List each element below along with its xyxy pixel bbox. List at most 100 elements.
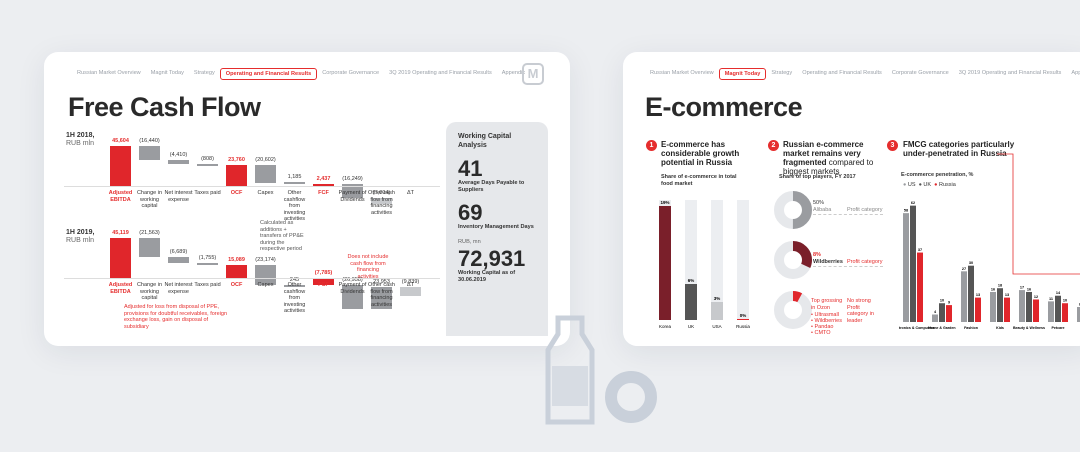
bar	[1033, 299, 1039, 322]
bar-category-label: ΔT	[406, 190, 415, 196]
bar-category-label: Change in working capital	[136, 190, 163, 209]
waterfall-bar	[284, 284, 305, 287]
nav-item[interactable]: Strategy	[771, 70, 793, 76]
bar-value-label: (7,785)	[314, 270, 333, 276]
working-capital-panel: Working Capital Analysis 41 Average Days…	[446, 122, 548, 336]
bar-value-label: (808)	[201, 156, 214, 163]
milk-bottle-icon	[545, 315, 595, 425]
bar-category-label: Net interest expense	[164, 282, 193, 295]
waterfall-bar	[284, 182, 305, 185]
category-label: Russia	[736, 324, 750, 329]
bar	[910, 205, 916, 322]
list-item: • CMTO	[811, 330, 831, 336]
fcf-note: Does not include cash flow from financin…	[347, 254, 389, 280]
bar-value-label: (16,249)	[342, 175, 363, 182]
data-label: 14	[1056, 291, 1061, 295]
period-label: 1H 2019,	[66, 229, 95, 236]
nav-item[interactable]: Russian Market Overview	[77, 70, 141, 76]
section-number: 3	[887, 140, 898, 151]
waterfall-bar	[371, 287, 392, 309]
data-label: 6%	[688, 278, 695, 283]
bar-value-label: (9,839)	[401, 279, 420, 286]
bar-value-label: (1,755)	[198, 255, 217, 262]
donut-note: No strong Profit category in leader	[847, 298, 874, 324]
waterfall-bar	[342, 284, 363, 309]
bar	[1004, 297, 1010, 322]
bar-category-label: Other cash flow from financing activitie…	[368, 282, 395, 308]
donut-pct: 8%	[813, 252, 821, 258]
nav-item[interactable]: 3Q 2019 Operating and Financial Results	[389, 70, 492, 76]
slide-nav: Russian Market Overview Magnit Today Str…	[72, 68, 530, 80]
slide-title: Free Cash Flow	[68, 92, 261, 122]
unit-label: RUB mln	[66, 237, 95, 244]
donut-chart-ozon	[774, 291, 812, 329]
section-number: 1	[646, 140, 657, 151]
bar	[685, 284, 697, 320]
nav-item[interactable]: Magnit Today	[150, 70, 184, 76]
bar-value-label: (16,440)	[139, 137, 160, 144]
bar-value-label: 15,089	[228, 256, 245, 263]
bar-category-label: ΔT	[406, 282, 415, 288]
baseline	[64, 278, 440, 279]
data-label: 17	[1020, 286, 1024, 290]
bar	[711, 302, 723, 320]
list-item: • Pandao	[811, 324, 834, 330]
data-label: 10	[1063, 299, 1067, 303]
category-label: USA	[712, 324, 721, 329]
bar-value-label: (26,958)	[342, 276, 363, 283]
data-label: 4	[934, 310, 937, 314]
nav-item-active[interactable]: Magnit Today	[718, 68, 767, 80]
category-label: Electronics & Computers	[899, 326, 934, 330]
bar	[990, 291, 996, 322]
bar-category-label: Capex	[257, 282, 274, 288]
bar-value-label: 245	[289, 276, 300, 283]
bar	[968, 265, 974, 322]
donut-label-2: Profit category	[847, 207, 883, 213]
nav-item[interactable]: Appendix	[1071, 70, 1080, 76]
section-number: 2	[768, 140, 779, 151]
metric-label: Working Capital as of 30.06.2019	[458, 270, 516, 283]
waterfall-bar	[313, 183, 334, 186]
bar	[1077, 306, 1080, 322]
bar-value-label: 45,119	[112, 230, 129, 237]
period-label: 1H 2018,	[66, 132, 95, 139]
bar	[1062, 303, 1068, 322]
nav-item[interactable]: Russian Market Overview	[650, 70, 714, 76]
legend: ● US ● UK ● Russia	[903, 182, 956, 188]
bar-category-label: Adjusted EBITDA	[108, 190, 133, 203]
nav-item[interactable]: Appendix	[501, 70, 526, 76]
bar-value-label: 45,604	[112, 137, 129, 144]
bar	[1026, 291, 1032, 322]
bar-value-label: (4,410)	[169, 152, 188, 159]
bar-category-label: Payment of Dividends	[338, 190, 367, 203]
bar	[659, 206, 671, 320]
section-heading-light: compared to biggest markets	[783, 158, 874, 176]
chart-subtitle: Share of e-commerce in total food market	[661, 174, 737, 187]
data-label: 30	[969, 261, 973, 265]
nav-item-active[interactable]: Operating and Financial Results	[219, 68, 318, 80]
nav-item[interactable]: Strategy	[193, 70, 215, 76]
nav-item[interactable]: 3Q 2019 Operating and Financial Results	[958, 70, 1062, 76]
waterfall-bar	[168, 257, 189, 264]
waterfall-bar	[197, 164, 218, 167]
data-label: 12	[1034, 295, 1038, 299]
waterfall-bar	[255, 165, 276, 184]
legend-item: Russia	[938, 182, 956, 188]
waterfall-bar	[139, 145, 160, 161]
bar-track	[737, 200, 749, 320]
list-item: • Wildberries	[811, 318, 842, 324]
bar-category-label: OCF	[230, 282, 243, 288]
nav-item[interactable]: Corporate Governance	[322, 70, 380, 76]
nav-item[interactable]: Corporate Governance	[891, 70, 949, 76]
metric-value: 69	[458, 200, 483, 225]
nav-item[interactable]: Operating and Financial Results	[802, 70, 882, 76]
bar-value-label: 23,760	[228, 157, 245, 164]
bar-category-label: FCF	[318, 282, 329, 288]
waterfall-bar	[400, 287, 421, 297]
panel-heading: Working Capital Analysis	[458, 133, 512, 149]
bar-category-label: Other cashflow from investing activities	[283, 282, 306, 314]
category-label: Korea	[659, 324, 672, 329]
waterfall-bar	[255, 264, 276, 286]
bar-category-label: OCF	[230, 190, 243, 196]
data-label: 0%	[740, 313, 747, 318]
